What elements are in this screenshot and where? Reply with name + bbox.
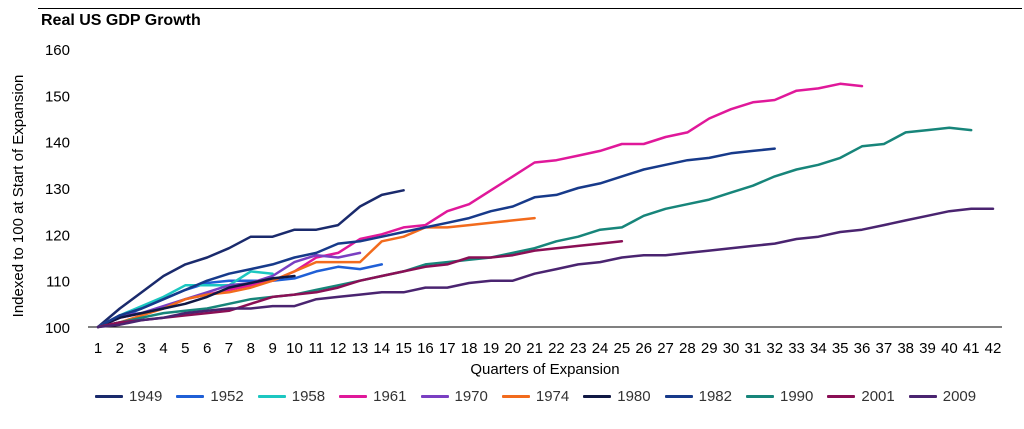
legend-label: 2001 [861, 388, 895, 405]
x-tick-label: 8 [247, 340, 255, 357]
x-tick-label: 21 [526, 340, 543, 357]
x-tick-label: 28 [679, 340, 696, 357]
x-tick-label: 32 [766, 340, 783, 357]
x-tick-label: 23 [570, 340, 587, 357]
x-tick-label: 38 [897, 340, 914, 357]
series-line-2009 [96, 207, 995, 329]
legend-item-1982: 1982 [664, 388, 732, 405]
legend-swatch [420, 395, 449, 398]
x-tick-label: 27 [657, 340, 674, 357]
legend-item-1952: 1952 [176, 388, 244, 405]
x-tick-label: 34 [810, 340, 827, 357]
x-tick-label: 13 [352, 340, 369, 357]
y-tick-label: 120 [45, 227, 70, 244]
x-tick-label: 22 [548, 340, 565, 357]
x-tick-label: 36 [854, 340, 871, 357]
legend-item-1958: 1958 [257, 388, 326, 405]
series-line-1980 [96, 274, 296, 329]
legend-label: 1952 [210, 388, 244, 405]
x-tick-label: 25 [614, 340, 631, 357]
legend-swatch [827, 395, 856, 398]
legend-item-1949: 1949 [95, 388, 162, 405]
x-tick-label: 19 [483, 340, 500, 357]
x-tick-label: 40 [941, 340, 958, 357]
legend-label: 1958 [291, 388, 326, 405]
legend-label: 1980 [617, 388, 651, 405]
series-line-1982 [96, 147, 776, 329]
legend-swatch [583, 395, 612, 398]
x-tick-label: 42 [985, 340, 1002, 357]
legend-item-1970: 1970 [420, 388, 488, 405]
x-tick-label: 31 [745, 340, 762, 357]
x-tick-label: 37 [876, 340, 893, 357]
x-tick-label: 18 [461, 340, 478, 357]
x-tick-label: 41 [963, 340, 980, 357]
legend-label: 1949 [129, 388, 163, 405]
y-tick-label: 100 [45, 320, 70, 337]
x-tick-label: 2 [116, 340, 124, 357]
x-tick-label: 5 [181, 340, 189, 357]
x-tick-label: 17 [439, 340, 456, 357]
legend-swatch [176, 395, 205, 398]
y-tick-label: 130 [45, 181, 70, 198]
x-tick-label: 39 [919, 340, 936, 357]
legend-swatch [339, 395, 368, 398]
legend-swatch [746, 395, 774, 398]
x-tick-label: 11 [309, 340, 325, 357]
x-tick-label: 29 [701, 340, 718, 357]
x-tick-label: 3 [137, 340, 145, 357]
series-line-1949 [96, 189, 405, 329]
legend-item-2009: 2009 [908, 388, 977, 405]
x-tick-label: 24 [592, 340, 609, 357]
x-tick-label: 26 [635, 340, 652, 357]
x-tick-label: 6 [203, 340, 211, 357]
legend-label: 2009 [942, 388, 977, 405]
series-line-1990 [96, 126, 973, 329]
x-tick-label: 20 [504, 340, 521, 357]
x-tick-label: 1 [94, 340, 102, 357]
x-tick-label: 30 [723, 340, 740, 357]
legend-label: 1982 [698, 388, 732, 405]
legend-swatch [664, 395, 693, 398]
chart-title: Real US GDP Growth [41, 12, 201, 29]
legend-swatch [908, 395, 937, 398]
x-tick-label: 9 [268, 340, 276, 357]
legend-item-2001: 2001 [827, 388, 895, 405]
series-line-2001 [96, 240, 624, 329]
legend-label: 1974 [535, 388, 570, 405]
legend-label: 1990 [780, 388, 814, 405]
x-axis-title: Quarters of Expansion [470, 361, 619, 378]
legend-item-1980: 1980 [583, 388, 651, 405]
x-tick-label: 7 [225, 340, 233, 357]
y-tick-label: 110 [46, 274, 70, 291]
legend-label: 1961 [373, 388, 407, 405]
y-tick-label: 140 [45, 135, 70, 152]
legend: 1949 1952 1958 1961 1970 1974 1980 1982 1990 2001… [95, 388, 990, 405]
y-tick-label: 150 [45, 88, 70, 105]
legend-item-1974: 1974 [501, 388, 570, 405]
x-tick-label: 12 [330, 340, 347, 357]
x-tick-label: 15 [395, 340, 412, 357]
x-tick-label: 35 [832, 340, 849, 357]
x-tick-label: 16 [417, 340, 434, 357]
top-rule [38, 8, 1022, 9]
y-axis-title: Indexed to 100 at Start of Expansion [10, 75, 27, 318]
series-line-1961 [96, 82, 864, 329]
legend-swatch [257, 395, 286, 398]
x-tick-label: 14 [373, 340, 390, 357]
x-tick-label: 10 [286, 340, 303, 357]
x-tick-label: 33 [788, 340, 805, 357]
y-tick-label: 160 [45, 42, 70, 59]
legend-label: 1970 [454, 388, 488, 405]
legend-item-1961: 1961 [339, 388, 407, 405]
legend-item-1990: 1990 [746, 388, 813, 405]
legend-swatch [501, 395, 530, 398]
series-line-1974 [96, 216, 536, 329]
x-tick-label: 4 [159, 340, 167, 357]
legend-swatch [95, 395, 123, 398]
